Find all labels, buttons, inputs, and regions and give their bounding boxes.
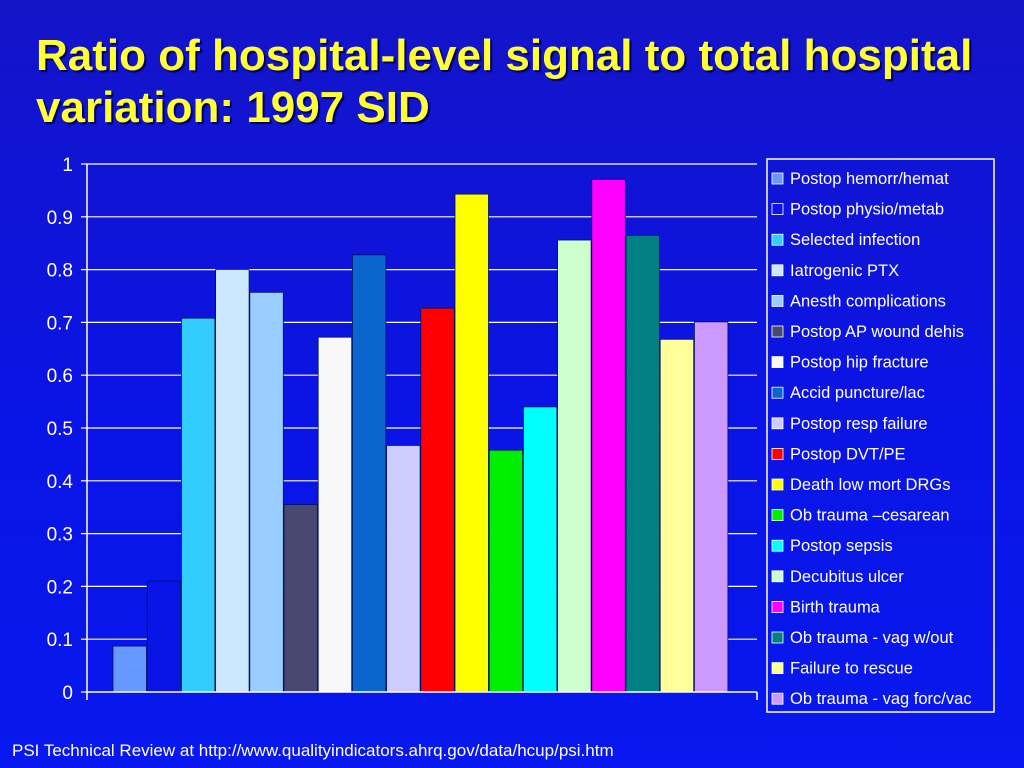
legend-swatch (771, 662, 784, 674)
slide-title: Ratio of hospital-level signal to total … (36, 31, 973, 132)
y-tick-label: 0.6 (47, 366, 73, 387)
legend-label: Accid puncture/lac (790, 384, 925, 402)
source-footer: PSI Technical Review at http://www.quali… (12, 741, 614, 760)
bar-accid-puncture-lac (351, 254, 387, 693)
bar-failure-to-rescue (659, 338, 695, 693)
y-tick-label: 0.4 (47, 472, 74, 493)
legend-label: Decubitus ulcer (790, 568, 904, 586)
bar-postop-resp-failure (386, 445, 421, 693)
legend-label: Selected infection (790, 231, 920, 249)
legend-label: Postop physio/metab (790, 201, 944, 219)
legend-label: Ob trauma - vag forc/vac (790, 690, 972, 708)
legend-label: Ob trauma - vag w/out (790, 629, 954, 647)
legend-label: Death low mort DRGs (790, 476, 950, 494)
bar-ob-trauma-vag-w-out (625, 234, 660, 693)
bar-ob-trauma-vag-forc-vac (694, 321, 729, 693)
y-tick-label: 0.8 (47, 261, 73, 282)
legend-label: Ob trauma –cesarean (790, 507, 950, 525)
axes: 0 0.1 0.2 0.3 0.4 0.5 0.6 0.7 0.8 0.9 1 (47, 155, 758, 704)
bars (112, 178, 729, 693)
legend-swatch (771, 386, 784, 399)
bar-iatrogenic-ptx (215, 269, 250, 693)
y-tick-label: 0.3 (47, 525, 73, 546)
legend-swatch (771, 172, 784, 185)
legend-swatch (771, 447, 784, 460)
legend-swatch (771, 264, 784, 277)
y-tick-label: 0.1 (47, 630, 73, 651)
legend-swatch (771, 601, 784, 613)
legend-swatch (771, 692, 784, 705)
bar-decubitus-ulcer (557, 239, 592, 693)
bar-postop-physio-metab (146, 580, 182, 693)
legend-swatch (771, 539, 784, 552)
bar-ob-trauma-cesarean (488, 449, 524, 693)
bar-postop-ap-wound-dehis (283, 504, 318, 693)
bar-anesth-complications (249, 291, 284, 693)
legend-label: Birth trauma (790, 598, 881, 616)
legend-label: Postop hip fracture (790, 354, 929, 372)
bar-postop-hip-fracture (317, 336, 353, 693)
y-tick-label: 0.2 (47, 577, 73, 598)
legend-label: Postop AP wound dehis (790, 323, 964, 341)
legend-label: Postop hemorr/hemat (790, 170, 949, 188)
legend-swatch (771, 631, 784, 644)
bar-death-low-mort-drgs (454, 193, 489, 693)
legend: Postop hemorr/hemat Postop physio/metab Se… (766, 158, 995, 713)
bar-chart: 0 0.1 0.2 0.3 0.4 0.5 0.6 0.7 0.8 0.9 1 Postop hem… (47, 155, 995, 713)
bar-birth-trauma (591, 178, 626, 693)
legend-swatch (771, 478, 784, 491)
legend-swatch (771, 509, 784, 522)
legend-swatch (771, 325, 784, 338)
legend-swatch (771, 233, 784, 246)
legend-label: Postop DVT/PE (790, 445, 906, 463)
bar-selected-infection (180, 317, 216, 693)
y-tick-label: 0.9 (47, 208, 73, 229)
y-tick-label: 0 (62, 683, 73, 704)
legend-label: Failure to rescue (790, 660, 913, 678)
y-tick-label: 0.5 (47, 419, 73, 440)
legend-box (766, 158, 995, 713)
legend-label: Anesth complications (790, 292, 946, 310)
legend-swatch (771, 203, 784, 216)
legend-label: Postop sepsis (790, 537, 893, 555)
legend-label: Iatrogenic PTX (790, 262, 899, 280)
legend-label: Postop resp failure (790, 415, 928, 433)
legend-swatch (771, 356, 784, 369)
y-tick-label: 1 (62, 155, 73, 176)
bar-postop-dvt-pe (420, 307, 455, 693)
bar-postop-sepsis (523, 406, 558, 693)
y-tick-label: 0.7 (47, 313, 73, 334)
legend-swatch (771, 570, 784, 583)
legend-swatch (771, 294, 784, 307)
bar-postop-hemorr-hemat (112, 645, 147, 693)
legend-swatch (771, 417, 784, 430)
